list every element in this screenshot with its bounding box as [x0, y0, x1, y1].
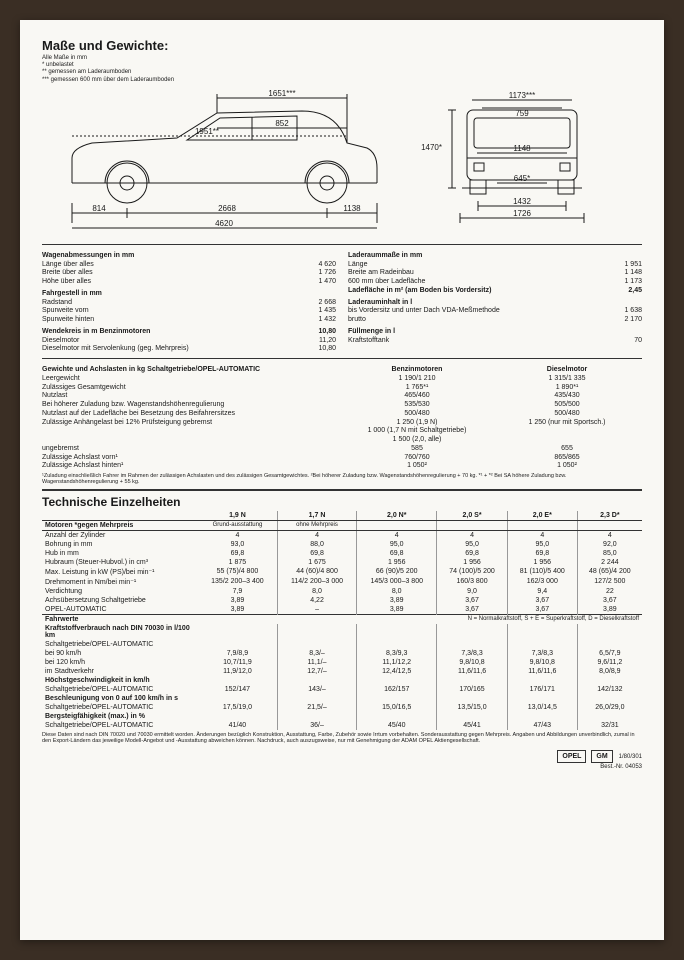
rear-view-diagram: 1173*** 759 1148 1470* 645* 1432 1726: [412, 88, 632, 238]
tech-row: Schaltgetriebe/OPEL-AUTOMATIC41/4036/–45…: [42, 721, 642, 730]
weight-row: ungebremst585655: [42, 445, 642, 454]
weight-row: 1 000 (1,7 N mit Schaltgetriebe): [42, 427, 642, 436]
tech-row: Bohrung in mm93,088,095,095,095,092,0: [42, 540, 642, 549]
page-title: Maße und Gewichte:: [42, 38, 642, 53]
svg-text:852: 852: [275, 119, 289, 128]
weight-row: Zulässige Anhängelast bei 12% Prüfsteigu…: [42, 419, 642, 428]
tech-row: Bergsteigfähigkeit (max.) in %: [42, 712, 642, 721]
gm-logo: GM: [591, 750, 612, 763]
side-view-diagram: 1651*** 852 1951** 814 2668 1138 4620: [42, 88, 402, 238]
svg-text:1173***: 1173***: [509, 91, 536, 100]
weight-row: Leergewicht1 190/1 2101 315/1 335: [42, 375, 642, 384]
weight-row: 1 500 (2,0, alle): [42, 436, 642, 445]
weight-row: Zulässige Achslast hinten¹1 050²1 050²: [42, 462, 642, 471]
weights-section: Gewichte und Achslasten in kg Schaltgetr…: [42, 363, 642, 485]
legal-note: Diese Daten sind nach DIN 70020 und 7003…: [42, 732, 642, 744]
tech-title: Technische Einzelheiten: [42, 495, 642, 509]
spec-row: Höhe über alles1 470: [42, 278, 336, 287]
spec-row: Länge über alles4 620: [42, 261, 336, 270]
spec-row: Breite über alles1 726: [42, 269, 336, 278]
spec-sheet: Maße und Gewichte: Alle Maße in mm * unb…: [20, 20, 664, 940]
weight-row: Zulässiges Gesamtgewicht1 765*¹1 890*¹: [42, 384, 642, 393]
order-number: Best.-Nr. 04053: [600, 764, 642, 770]
spec-row: Dieselmotor mit Servolenkung (geg. Mehrp…: [42, 345, 336, 354]
left-specs: Wagenabmessungen in mmLänge über alles4 …: [42, 249, 336, 354]
svg-text:1726: 1726: [513, 209, 531, 218]
svg-text:1432: 1432: [513, 197, 531, 206]
weights-footnote: ¹Zuladung einschließlich Fahrer im Rahme…: [42, 473, 642, 485]
spec-row: Laderaummaße in mm: [348, 249, 642, 261]
tech-row: OPEL-AUTOMATIC3,89–3,893,673,673,89: [42, 605, 642, 615]
svg-text:1470*: 1470*: [421, 143, 442, 152]
spec-row: Ladefläche in m² (am Boden bis Vordersit…: [348, 287, 642, 296]
weight-row: Nutzlast auf der Ladefläche bei Besetzun…: [42, 410, 642, 419]
spec-row: Dieselmotor11,20: [42, 337, 336, 346]
svg-text:1138: 1138: [343, 204, 361, 213]
spec-row: Länge1 951: [348, 261, 642, 270]
tech-row: Drehmoment in Nm/bei min⁻¹135/2 200–3 40…: [42, 577, 642, 587]
spec-row: Laderauminhalt in l: [348, 296, 642, 308]
spec-row: Kraftstofftank70: [348, 337, 642, 346]
dimension-specs: Wagenabmessungen in mmLänge über alles4 …: [42, 249, 642, 354]
spec-row: Spurweite vorn1 435: [42, 307, 336, 316]
spec-row: Fahrgestell in mm: [42, 287, 336, 299]
svg-text:4620: 4620: [215, 219, 233, 228]
tech-row: Höchstgeschwindigkeit in km/h: [42, 676, 642, 685]
svg-text:1651***: 1651***: [268, 89, 295, 98]
tech-row: Schaltgetriebe/OPEL-AUTOMATIC: [42, 640, 642, 649]
tech-row: Schaltgetriebe/OPEL-AUTOMATIC17,5/19,021…: [42, 703, 642, 712]
tech-row: Schaltgetriebe/OPEL-AUTOMATIC152/147143/…: [42, 685, 642, 694]
spec-row: Breite am Radeinbau1 148: [348, 269, 642, 278]
footnotes: Alle Maße in mm * unbelastet ** gemessen…: [42, 55, 642, 84]
footer-logos: OPEL GM 1/80/301 Best.-Nr. 04053: [42, 750, 642, 770]
tech-row: Max. Leistung in kW (PS)/bei min⁻¹55 (75…: [42, 567, 642, 577]
tech-row: im Stadtverkehr11,9/12,012,7/–12,4/12,51…: [42, 667, 642, 676]
weight-row: Zulässige Achslast vorn¹760/760865/865: [42, 454, 642, 463]
weight-row: Bei höherer Zuladung bzw. Wagenstandshöh…: [42, 401, 642, 410]
svg-text:645*: 645*: [514, 174, 530, 183]
tech-row: Verdichtung7,98,08,09,09,422: [42, 587, 642, 596]
spec-row: 600 mm über Ladefläche1 173: [348, 278, 642, 287]
tech-row: bei 90 km/h7,9/8,98,3/–8,3/9,37,3/8,37,3…: [42, 649, 642, 658]
weight-row: Nutzlast465/460435/430: [42, 392, 642, 401]
spec-row: Radstand2 668: [42, 299, 336, 308]
spec-row: Wagenabmessungen in mm: [42, 249, 336, 261]
svg-text:814: 814: [92, 204, 106, 213]
tech-row: Anzahl der Zylinder444444: [42, 531, 642, 541]
tech-row: Hub in mm69,869,869,869,869,885,0: [42, 549, 642, 558]
spec-row: brutto2 170: [348, 316, 642, 325]
tech-row: Kraftstoffverbrauch nach DIN 70030 in l/…: [42, 624, 642, 640]
technical-details-table: 1,9 N 1,7 N 2,0 N* 2,0 S* 2,0 E* 2,3 D* …: [42, 511, 642, 730]
tech-row: bei 120 km/h10,7/11,911,1/–11,1/12,29,8/…: [42, 658, 642, 667]
spec-row: Füllmenge in l: [348, 325, 642, 337]
opel-logo: OPEL: [557, 750, 586, 763]
svg-text:759: 759: [515, 109, 529, 118]
svg-text:1148: 1148: [513, 144, 531, 153]
svg-text:2668: 2668: [218, 204, 236, 213]
right-specs: Laderaummaße in mmLänge1 951Breite am Ra…: [348, 249, 642, 354]
spec-row: Spurweite hinten1 432: [42, 316, 336, 325]
tech-row: Achsübersetzung Schaltgetriebe3,894,223,…: [42, 596, 642, 605]
tech-row: Hubraum (Steuer-Hubvol.) in cm³1 8751 67…: [42, 558, 642, 567]
tech-row: Beschleunigung von 0 auf 100 km/h in s: [42, 694, 642, 703]
spec-row: Wendekreis in m Benzinmotoren10,80: [42, 325, 336, 337]
svg-text:1951**: 1951**: [195, 127, 219, 136]
spec-row: bis Vordersitz und unter Dach VDA-Meßmet…: [348, 307, 642, 316]
vehicle-diagrams: 1651*** 852 1951** 814 2668 1138 4620: [42, 88, 642, 238]
